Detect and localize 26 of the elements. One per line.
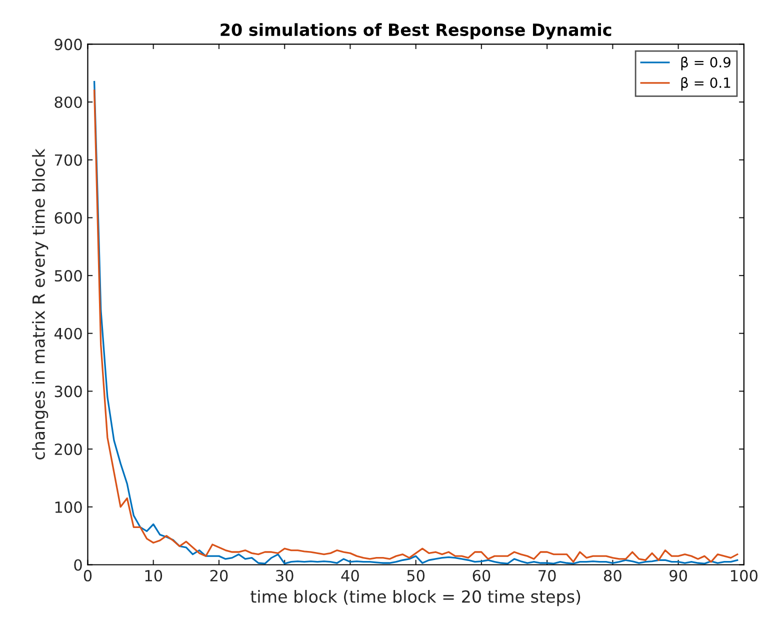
y-tick-label: 700 xyxy=(54,154,82,166)
y-tick-label: 500 xyxy=(54,270,82,282)
chart-title: 20 simulations of Best Response Dynamic xyxy=(220,23,612,40)
x-tick-label: 10 xyxy=(145,570,162,582)
legend-label: β = 0.9 xyxy=(681,56,730,70)
y-tick-label: 600 xyxy=(54,212,82,224)
x-tick-label: 100 xyxy=(731,570,758,582)
y-tick-label: 200 xyxy=(54,444,82,456)
y-tick-label: 800 xyxy=(54,96,82,108)
y-tick-label: 100 xyxy=(55,501,82,513)
y-tick-label: 300 xyxy=(54,386,82,398)
y-axis-title: changes in matrix R every time block xyxy=(32,148,48,460)
x-tick-label: 50 xyxy=(407,570,425,582)
x-tick-label: 30 xyxy=(276,570,294,582)
y-tick-label: 900 xyxy=(54,38,82,50)
x-tick-label: 0 xyxy=(84,570,92,582)
y-tick-label: 400 xyxy=(54,328,82,340)
x-tick-label: 70 xyxy=(538,570,556,582)
x-tick-label: 90 xyxy=(670,570,688,582)
x-tick-label: 60 xyxy=(472,570,490,582)
x-tick-label: 40 xyxy=(341,570,359,582)
x-tick-label: 80 xyxy=(604,570,622,582)
legend-label: β = 0.1 xyxy=(681,77,730,91)
y-tick-label: 0 xyxy=(74,559,82,571)
x-axis-title: time block (time block = 20 time steps) xyxy=(250,590,580,606)
x-tick-label: 20 xyxy=(210,570,228,582)
